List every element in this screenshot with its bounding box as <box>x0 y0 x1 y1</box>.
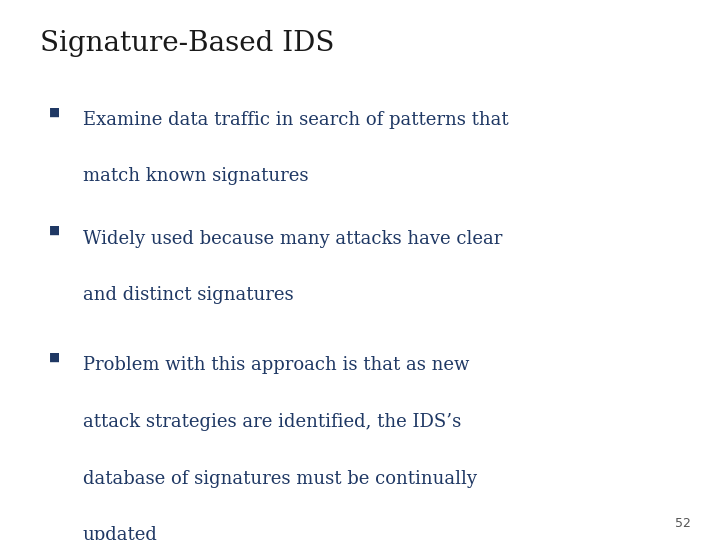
Text: ■: ■ <box>49 351 60 364</box>
Text: ■: ■ <box>49 105 60 118</box>
Text: Widely used because many attacks have clear: Widely used because many attacks have cl… <box>83 230 502 247</box>
Text: and distinct signatures: and distinct signatures <box>83 286 294 304</box>
Text: Problem with this approach is that as new: Problem with this approach is that as ne… <box>83 356 469 374</box>
Text: match known signatures: match known signatures <box>83 167 308 185</box>
Text: Signature-Based IDS: Signature-Based IDS <box>40 30 334 57</box>
Text: attack strategies are identified, the IDS’s: attack strategies are identified, the ID… <box>83 413 461 431</box>
Text: database of signatures must be continually: database of signatures must be continual… <box>83 470 477 488</box>
Text: 52: 52 <box>675 517 691 530</box>
Text: Examine data traffic in search of patterns that: Examine data traffic in search of patter… <box>83 111 508 129</box>
Text: updated: updated <box>83 526 158 540</box>
Text: ■: ■ <box>49 224 60 237</box>
